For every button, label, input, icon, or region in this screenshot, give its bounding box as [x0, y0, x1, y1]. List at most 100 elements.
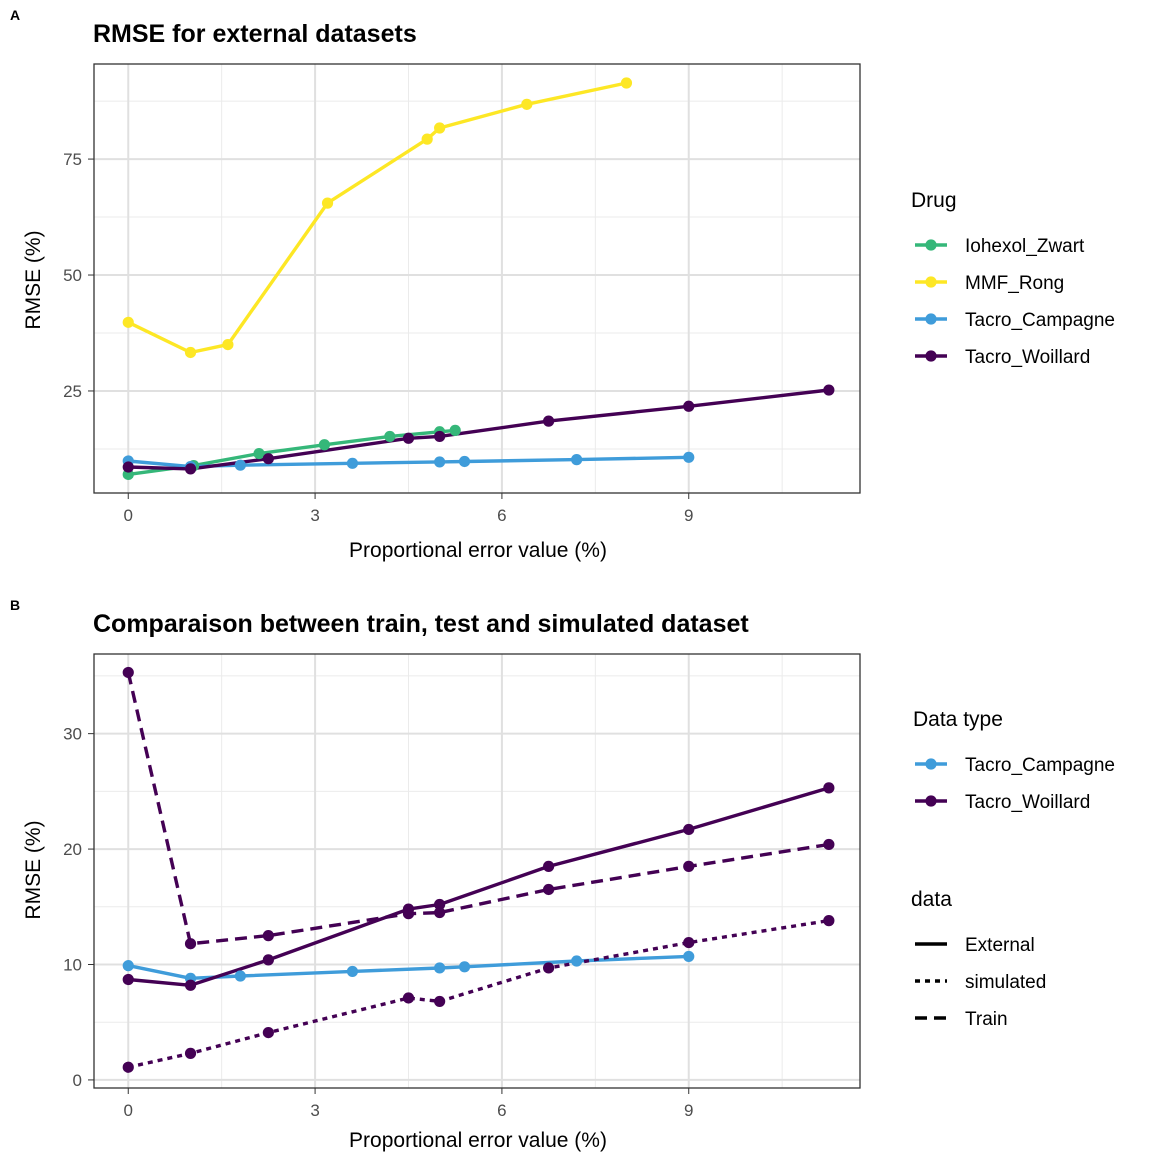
panel-b-x-tick-label: 3: [310, 1101, 319, 1120]
panel-b-data-point: [434, 906, 446, 919]
panel-b-data-point: [434, 995, 446, 1008]
panel-a-legend-item: Iohexol_Zwart: [915, 236, 1085, 257]
panel-a-data-point: [434, 456, 446, 468]
panel-b-legend-item-data: simulated: [915, 972, 1046, 993]
panel-a-x-tick-label: 9: [684, 506, 693, 525]
panel-a-data-point: [346, 457, 359, 469]
panel-b-series-line-tacro_woillard-external: [128, 786, 830, 987]
legend-key-point: [925, 239, 937, 251]
panel-b-data-point: [571, 955, 583, 967]
panel-a-y-tick-label: 50: [63, 266, 82, 285]
panel-b-legend-title-data-type: Data type: [913, 708, 1003, 731]
legend-label: Tacro_Woillard: [965, 347, 1090, 368]
panel-b-x-tick-label: 6: [497, 1101, 506, 1120]
legend-key-point: [925, 758, 937, 770]
panel-b-data-point: [543, 883, 555, 896]
panel-b-title: Comparaison between train, test and simu…: [93, 610, 749, 638]
legend-key-point: [925, 276, 937, 288]
panel-a-legend-item: Tacro_Woillard: [915, 347, 1090, 368]
panel-a-data-point: [122, 316, 134, 328]
panel-b-data-point: [122, 1061, 134, 1073]
panel-b-data-point: [262, 1026, 274, 1039]
panel-b-letter: B: [10, 597, 20, 613]
panel-a-series-line-tacro_woillard: [128, 388, 830, 471]
panel-a-x-tick-label: 6: [497, 506, 506, 525]
panel-a-data-point: [384, 430, 396, 443]
panel-a-x-tick-label: 3: [310, 506, 319, 525]
panel-b-data-point: [543, 860, 555, 872]
panel-a-data-point: [683, 400, 695, 412]
panel-a-y-tick-label: 75: [63, 150, 82, 169]
panel-b-data-point: [543, 962, 555, 974]
panel-b-data-point: [402, 992, 415, 1004]
panel-a-series-line-mmf_rong: [127, 81, 627, 355]
panel-b-y-tick-label: 0: [73, 1071, 82, 1090]
panel-a-data-point: [434, 122, 446, 134]
panel-b-data-point: [346, 965, 359, 978]
panel-b-y-tick-label: 10: [63, 955, 82, 974]
panel-b-data-point: [434, 962, 446, 974]
panel-a-data-point: [543, 415, 555, 427]
panel-b-data-point: [683, 860, 695, 872]
panel-a-legend-item: MMF_Rong: [915, 273, 1064, 294]
panel-b-data-point: [122, 973, 134, 986]
legend-label: Iohexol_Zwart: [965, 236, 1085, 257]
panel-b-legend-item-data: External: [915, 935, 1035, 956]
panel-a-data-point: [402, 432, 415, 444]
panel-a-x-tick-label: 0: [124, 506, 133, 525]
panel-a-data-point: [321, 197, 334, 209]
panel-b-data-point: [262, 930, 274, 942]
panel-b-data-point: [402, 908, 415, 920]
legend-key-point: [925, 313, 937, 325]
legend-key-point: [925, 350, 937, 362]
legend-label: External: [965, 935, 1035, 956]
panel-b-legend-item-data: Train: [915, 1009, 1008, 1030]
panel-a-data-point: [458, 455, 471, 468]
panel-a-data-point: [122, 461, 134, 473]
panel-b-data-point: [122, 960, 134, 972]
panel-a-data-point: [184, 463, 197, 475]
panel-b-y-tick-label: 30: [63, 725, 82, 744]
panel-a-y-tick-label: 25: [63, 382, 82, 401]
legend-label: Tacro_Campagne: [965, 310, 1115, 331]
legend-label: Tacro_Campagne: [965, 755, 1115, 776]
panel-b-x-tick-label: 0: [124, 1101, 133, 1120]
panel-b-y-axis-label: RMSE (%): [22, 820, 45, 919]
legend-key-point: [925, 795, 937, 807]
legend-label: simulated: [965, 972, 1046, 993]
panel-a-data-point: [434, 430, 446, 443]
panel-b-series-line-tacro_woillard-simulated: [127, 918, 830, 1069]
panel-a-data-point: [253, 447, 265, 460]
panel-a-border: [93, 63, 861, 494]
panel-b-legend-item-data-type: Tacro_Woillard: [915, 792, 1090, 813]
panel-a-title: RMSE for external datasets: [93, 20, 417, 48]
panel-a-data-point: [421, 133, 433, 145]
panel-a-data-point: [449, 424, 461, 436]
panel-a-data-point: [234, 459, 246, 471]
legend-label: Tacro_Woillard: [965, 792, 1090, 813]
panel-a-data-point: [262, 453, 274, 465]
panel-a-x-axis-label: Proportional error value (%): [349, 539, 607, 562]
panel-a-data-point: [184, 346, 197, 359]
panel-b-data-point: [683, 823, 695, 836]
panel-b-x-tick-label: 9: [684, 1101, 693, 1120]
panel-b-series-line-tacro_campagne-external: [127, 954, 689, 980]
panel-b-data-point: [458, 961, 471, 973]
panel-b-data-point: [122, 666, 134, 679]
panel-a-data-point: [620, 77, 633, 89]
panel-b-data-point: [683, 950, 695, 963]
panel-a-legend-title: Drug: [911, 189, 957, 212]
panel-b-data-point: [234, 970, 246, 982]
panel-a-data-point: [823, 384, 835, 396]
panel-b-data-point: [823, 915, 835, 927]
panel-b-data-point: [184, 979, 197, 991]
panel-a-legend-item: Tacro_Campagne: [915, 310, 1115, 331]
panel-a-data-point: [571, 454, 583, 466]
panel-a-letter: A: [10, 7, 20, 23]
panel-b-legend-title-data: data: [911, 888, 952, 911]
panel-b-data-point: [262, 954, 274, 966]
panel-a-y-axis-label: RMSE (%): [22, 230, 45, 329]
panel-b-y-tick-label: 20: [63, 840, 82, 859]
panel-b-data-point: [823, 838, 835, 851]
panel-b-data-point: [823, 782, 835, 794]
